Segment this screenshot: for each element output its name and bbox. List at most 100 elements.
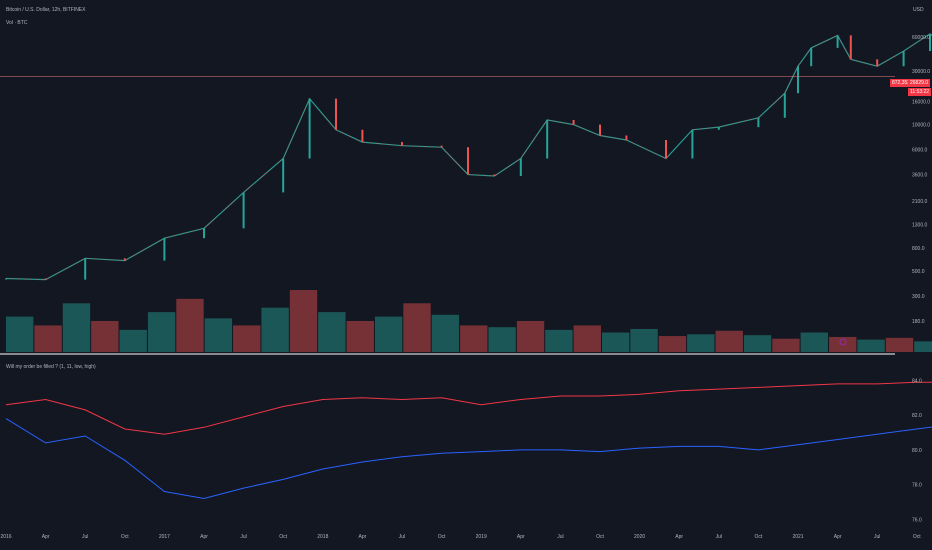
indicator-red-line: [5, 381, 932, 435]
indicator-axis[interactable]: 84.0 82.0 80.0 78.0 76.0: [912, 378, 922, 523]
price-candle: [929, 33, 931, 52]
price-candle: [467, 147, 469, 175]
volume-bar: [261, 307, 289, 352]
volume-bar: [601, 332, 630, 352]
indicator-blue-line: [5, 418, 932, 500]
volume-bar: [62, 303, 91, 352]
volume-bar: [743, 335, 772, 352]
price-tick-label: 800.0: [912, 246, 925, 252]
price-candle: [665, 140, 667, 159]
time-tick-label: 2018: [317, 534, 328, 540]
price-tick-label: 3600.0: [912, 173, 928, 179]
price-tick-label: 10000.0: [912, 123, 930, 129]
volume-bar: [318, 312, 346, 352]
volume-bar: [885, 337, 914, 352]
volume-bar: [147, 312, 176, 352]
volume-bar: [431, 314, 460, 352]
price-candle: [572, 119, 575, 125]
price-candle: [282, 158, 285, 193]
time-axis[interactable]: 2016 Apr Jul Oct 2017 Apr Jul Oct 2018 Apr Jul Oct 2…: [0, 534, 932, 540]
volume-bar: [34, 325, 62, 352]
price-tick-label: 1300.0: [912, 222, 928, 228]
indicator-pane[interactable]: [5, 380, 932, 500]
last-price-tag: 26829.0: [908, 79, 931, 87]
price-candle: [902, 51, 905, 67]
time-tick-label: Apr: [517, 534, 525, 540]
volume-bar: [687, 334, 715, 352]
indicator-tick-label: 76.0: [912, 517, 922, 523]
time-tick-label: Oct: [913, 534, 921, 540]
time-tick-label: Apr: [675, 534, 683, 540]
volume-bar: [658, 336, 687, 352]
price-candle: [717, 127, 720, 130]
volume-bar: [233, 325, 261, 352]
volume-bar: [857, 339, 885, 352]
time-tick-label: 2020: [634, 534, 645, 540]
time-tick-label: Jul: [874, 534, 880, 540]
price-axis[interactable]: 60000.0 30000.0 16000.0 10000.0 6000.0 3600.0…: [912, 35, 930, 325]
volume-bar: [772, 338, 800, 352]
price-candle: [625, 135, 628, 141]
time-tick-label: Apr: [42, 534, 50, 540]
time-tick-label: Jul: [716, 534, 722, 540]
volume-bar: [630, 328, 658, 352]
price-tick-label: 6000.0: [912, 148, 928, 154]
time-tick-label: Apr: [200, 534, 208, 540]
price-candle: [493, 174, 496, 176]
indicator-tick-label: 80.0: [912, 448, 922, 454]
volume-legend[interactable]: Vol · BTC: [6, 20, 28, 26]
volume-tag: 872,353: [890, 79, 913, 87]
volume-bar: [403, 303, 431, 352]
price-candle: [84, 258, 87, 280]
price-candle: [440, 145, 443, 148]
volume-bar: [516, 321, 545, 352]
event-marker-icon[interactable]: [839, 338, 847, 346]
time-tick-label: Apr: [834, 534, 842, 540]
time-tick-label: 2019: [476, 534, 487, 540]
volume-bar: [176, 298, 204, 352]
indicator-tick-label: 78.0: [912, 483, 922, 489]
time-tick-label: Oct: [755, 534, 763, 540]
volume-bar: [91, 321, 119, 352]
price-candle: [876, 59, 879, 67]
price-candle: [757, 117, 760, 128]
indicator-legend[interactable]: Will my order be filled ? (1, 11, low, h…: [6, 364, 96, 370]
time-tick-label: 2016: [0, 534, 11, 540]
volume-bar: [374, 316, 403, 352]
price-candle: [335, 98, 337, 130]
time-tick-label: Oct: [596, 534, 604, 540]
volume-bar: [460, 325, 488, 352]
volume-bar: [715, 330, 743, 352]
price-candle: [546, 119, 549, 159]
price-tick-label: 60000.0: [912, 35, 930, 41]
price-tick-label: 300.0: [912, 294, 925, 300]
volume-bar: [346, 321, 374, 352]
volume-bar: [488, 327, 516, 352]
indicator-tick-label: 82.0: [912, 413, 922, 419]
price-pane[interactable]: [0, 33, 932, 281]
bar-countdown-tag: 11:53:22: [908, 88, 932, 96]
price-candle: [797, 66, 799, 94]
time-tick-label: 2021: [792, 534, 803, 540]
time-tick-label: Jul: [82, 534, 88, 540]
price-candle: [849, 35, 852, 60]
indicator-tick-label: 84.0: [912, 378, 922, 384]
time-tick-label: Jul: [557, 534, 563, 540]
volume-bar: [204, 318, 233, 352]
volume-bar: [800, 332, 829, 352]
volume-bar: [289, 290, 318, 352]
time-tick-label: Jul: [399, 534, 405, 540]
symbol-title[interactable]: Bitcoin / U.S. Dollar, 12h, BITFINEX: [6, 7, 86, 13]
price-tick-label: 500.0: [912, 269, 925, 275]
volume-bar: [914, 341, 932, 352]
price-series-down-overlay: [5, 33, 932, 280]
price-candle: [203, 228, 205, 239]
time-tick-label: Oct: [121, 534, 129, 540]
price-candle: [599, 124, 601, 136]
price-candle: [308, 98, 311, 159]
price-candle: [783, 93, 786, 118]
price-candle: [5, 278, 7, 280]
price-tick-label: 180.0: [912, 319, 925, 325]
volume-bar: [573, 325, 601, 352]
